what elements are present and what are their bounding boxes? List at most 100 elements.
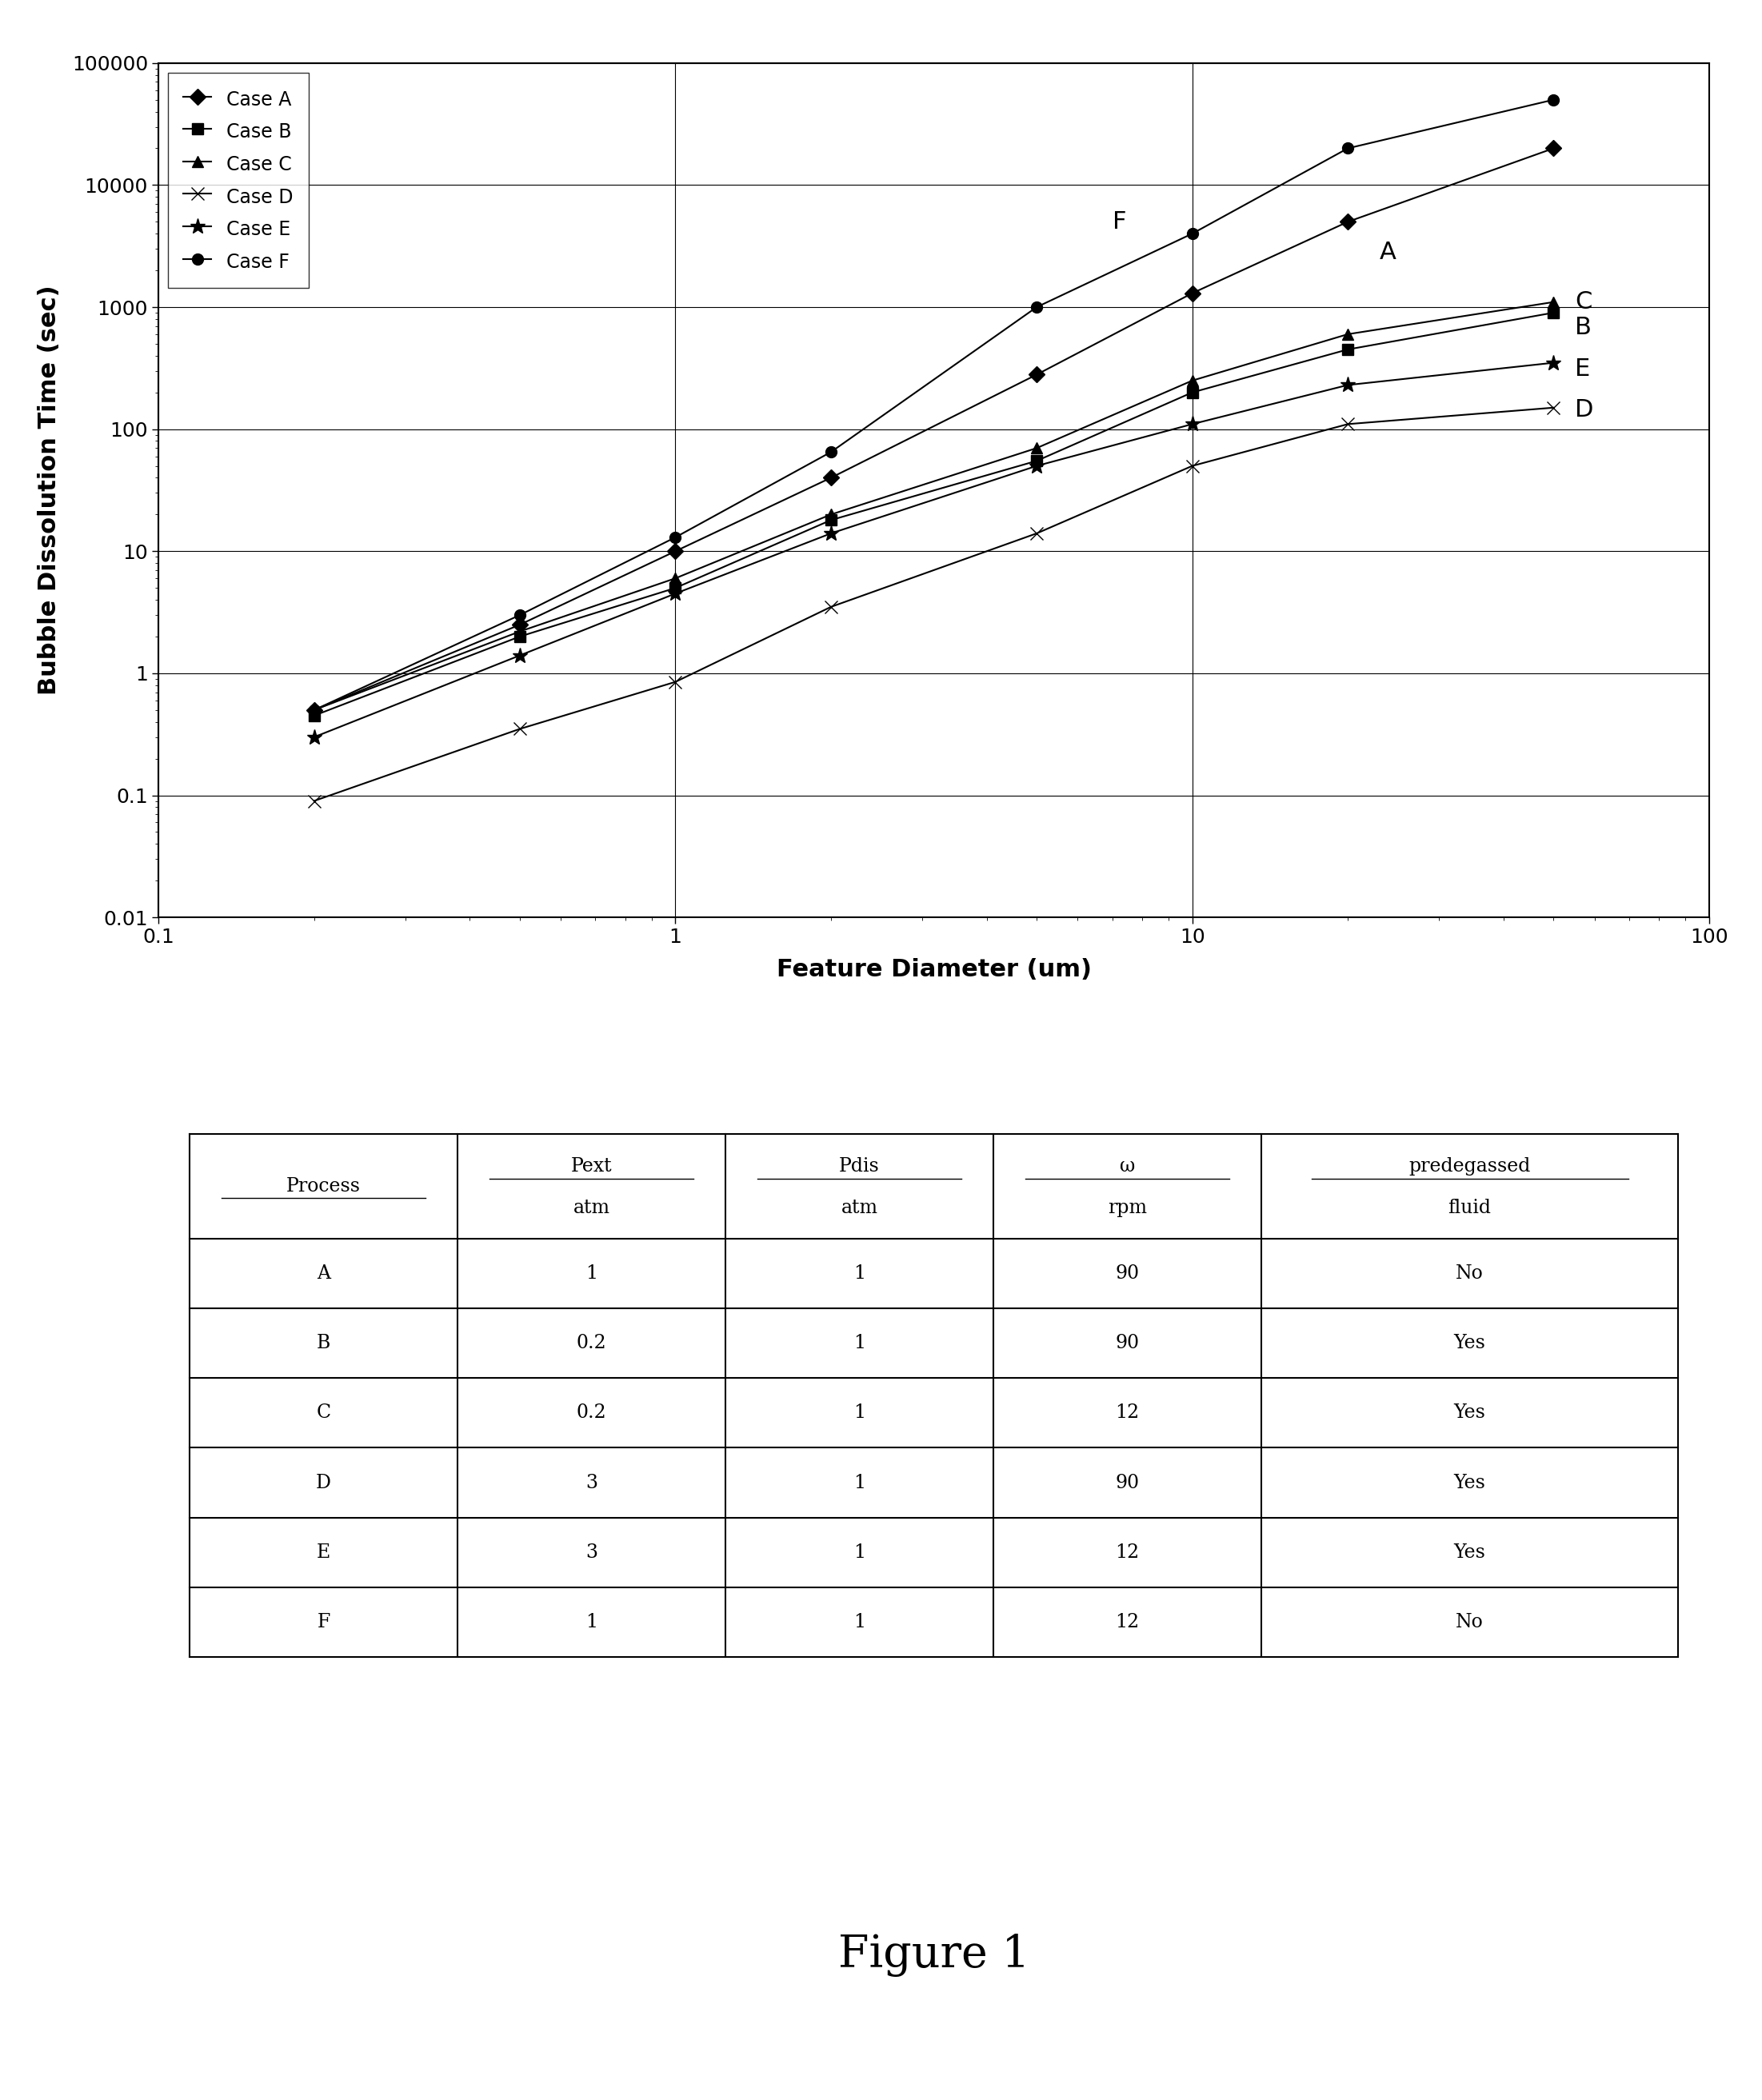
Text: C: C xyxy=(1575,290,1593,313)
Text: F: F xyxy=(1112,210,1126,233)
Line: Case B: Case B xyxy=(308,307,1559,720)
Text: Yes: Yes xyxy=(1454,1403,1485,1422)
Text: 0.2: 0.2 xyxy=(576,1403,606,1422)
Text: Process: Process xyxy=(287,1176,361,1195)
Text: 1: 1 xyxy=(853,1403,865,1422)
Text: 90: 90 xyxy=(1115,1474,1140,1491)
Text: atm: atm xyxy=(573,1199,610,1218)
Case F xyxy=(1025,294,1047,319)
Text: 1: 1 xyxy=(853,1544,865,1562)
Case E xyxy=(1025,454,1047,479)
Case B xyxy=(664,575,685,601)
Line: Case C: Case C xyxy=(308,296,1559,716)
Text: 1: 1 xyxy=(853,1334,865,1352)
Text: rpm: rpm xyxy=(1108,1199,1147,1218)
Text: 0.2: 0.2 xyxy=(576,1334,606,1352)
Case B xyxy=(509,624,530,649)
Text: D: D xyxy=(1575,397,1593,422)
Case F xyxy=(821,439,842,464)
Text: E: E xyxy=(1575,357,1591,380)
Case B xyxy=(1337,336,1359,361)
Case D xyxy=(664,670,685,695)
Case D xyxy=(1544,395,1565,420)
Case D xyxy=(821,594,842,620)
Text: fluid: fluid xyxy=(1448,1199,1491,1218)
Case F xyxy=(1337,136,1359,162)
Case F xyxy=(1182,221,1203,246)
Text: A: A xyxy=(1380,242,1396,265)
Text: No: No xyxy=(1455,1264,1484,1283)
Case C xyxy=(1025,435,1047,460)
Text: D: D xyxy=(315,1474,331,1491)
Case C xyxy=(1544,290,1565,315)
Case B xyxy=(1544,300,1565,326)
Text: 1: 1 xyxy=(585,1264,597,1283)
Line: Case D: Case D xyxy=(308,401,1559,808)
Text: Yes: Yes xyxy=(1454,1544,1485,1562)
Text: F: F xyxy=(317,1613,329,1632)
Text: Yes: Yes xyxy=(1454,1334,1485,1352)
Line: Case A: Case A xyxy=(308,143,1559,716)
Case E xyxy=(1337,372,1359,397)
Case D xyxy=(1337,412,1359,437)
Text: Pdis: Pdis xyxy=(839,1157,879,1176)
Case F xyxy=(509,603,530,628)
Text: Figure 1: Figure 1 xyxy=(839,1934,1029,1978)
Text: 12: 12 xyxy=(1115,1613,1140,1632)
Case B xyxy=(1025,447,1047,473)
Text: 12: 12 xyxy=(1115,1544,1140,1562)
Text: 3: 3 xyxy=(585,1474,597,1491)
Case A xyxy=(664,538,685,563)
Text: C: C xyxy=(317,1403,331,1422)
Case A xyxy=(1337,210,1359,235)
Text: B: B xyxy=(317,1334,331,1352)
Text: predegassed: predegassed xyxy=(1410,1157,1531,1176)
Case A xyxy=(509,611,530,636)
Text: A: A xyxy=(317,1264,329,1283)
Case D xyxy=(1182,454,1203,479)
Case C xyxy=(664,565,685,590)
Case C xyxy=(303,697,324,722)
Case C xyxy=(1182,368,1203,393)
Text: 90: 90 xyxy=(1115,1334,1140,1352)
Case A xyxy=(1544,136,1565,162)
Case B xyxy=(1182,380,1203,405)
Case E xyxy=(821,521,842,546)
Text: E: E xyxy=(317,1544,331,1562)
Case E xyxy=(509,643,530,668)
Line: Case E: Case E xyxy=(307,355,1561,746)
Case B xyxy=(821,508,842,533)
Case A xyxy=(1025,361,1047,386)
Text: atm: atm xyxy=(840,1199,877,1218)
Text: 1: 1 xyxy=(853,1613,865,1632)
Text: 12: 12 xyxy=(1115,1403,1140,1422)
Case A xyxy=(303,697,324,722)
Case A xyxy=(821,464,842,489)
Line: Case F: Case F xyxy=(308,94,1559,716)
X-axis label: Feature Diameter (um): Feature Diameter (um) xyxy=(777,958,1091,981)
Case E xyxy=(1544,351,1565,376)
Case C xyxy=(821,502,842,527)
Case F xyxy=(664,525,685,550)
Case D xyxy=(509,716,530,741)
Case B xyxy=(303,704,324,729)
Legend: Case A, Case B, Case C, Case D, Case E, Case F: Case A, Case B, Case C, Case D, Case E, … xyxy=(167,71,308,288)
Case E xyxy=(1182,412,1203,437)
Text: ω: ω xyxy=(1119,1157,1135,1176)
Text: 1: 1 xyxy=(585,1613,597,1632)
Y-axis label: Bubble Dissolution Time (sec): Bubble Dissolution Time (sec) xyxy=(37,286,60,695)
Text: 1: 1 xyxy=(853,1264,865,1283)
Text: B: B xyxy=(1575,315,1591,338)
Case C xyxy=(1337,321,1359,347)
Text: 3: 3 xyxy=(585,1544,597,1562)
Case C xyxy=(509,620,530,645)
Text: No: No xyxy=(1455,1613,1484,1632)
Case F xyxy=(303,697,324,722)
Text: Pext: Pext xyxy=(571,1157,611,1176)
Text: 90: 90 xyxy=(1115,1264,1140,1283)
Case E xyxy=(664,582,685,607)
Text: 1: 1 xyxy=(853,1474,865,1491)
Case D xyxy=(303,788,324,813)
Case F xyxy=(1544,86,1565,111)
Case E xyxy=(303,724,324,750)
